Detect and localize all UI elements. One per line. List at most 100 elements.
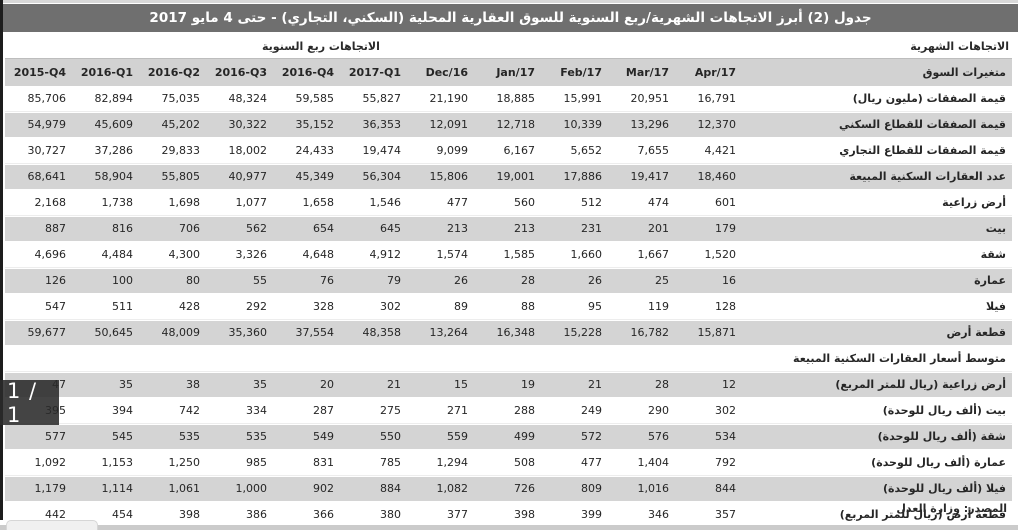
table-cell: 15,806: [407, 163, 474, 190]
table-cell: 88: [474, 294, 541, 320]
table-cell: 201: [608, 215, 675, 242]
table-cell: 1,585: [474, 242, 541, 268]
table-cell: 6,167: [474, 138, 541, 164]
table-cell: 15,228: [541, 319, 608, 346]
table-row: 887 816 706 562 654 645 213 213 231 201 179 بيت: [5, 215, 1012, 242]
table-cell: 12: [675, 371, 742, 398]
table-cell: 20: [273, 371, 340, 398]
top-border: [0, 0, 1018, 3]
row-label: قيمة الصفقات للقطاع التجاري: [742, 138, 1012, 164]
table-cell: 785: [340, 450, 407, 476]
table-cell: 1,667: [608, 242, 675, 268]
table-cell: 577: [5, 423, 72, 450]
table-cell: 55: [206, 267, 273, 294]
table-cell: 100: [72, 267, 139, 294]
table-cell: 1,520: [675, 242, 742, 268]
table-cell: 35,152: [273, 111, 340, 138]
table-cell: 16,791: [675, 86, 742, 112]
table-cell: 477: [407, 190, 474, 216]
table-cell: 654: [273, 215, 340, 242]
table-cell: 17,886: [541, 163, 608, 190]
table-row: 30,727 37,286 29,833 18,002 24,433 19,474 9,09…: [5, 138, 1012, 164]
table-cell: 1,179: [5, 475, 72, 502]
table-cell: 28: [474, 267, 541, 294]
table-cell: 328: [273, 294, 340, 320]
table-cell: 89: [407, 294, 474, 320]
table-cell: 79: [340, 267, 407, 294]
table-cell: 29,833: [139, 138, 206, 164]
table-cell: 16,782: [608, 319, 675, 346]
table-cell: 16,348: [474, 319, 541, 346]
table-cell: 831: [273, 450, 340, 476]
table-row: 126 100 80 55 76 79 26 28 26 25 16 عمارة: [5, 267, 1012, 294]
table-cell: 30,727: [5, 138, 72, 164]
table-cell: 985: [206, 450, 273, 476]
table-cell: 428: [139, 294, 206, 320]
table-cell: 12,370: [675, 111, 742, 138]
table-cell: 45,349: [273, 163, 340, 190]
table-cell: 55,805: [139, 163, 206, 190]
table-cell: 21,190: [407, 86, 474, 112]
table-cell: 1,153: [72, 450, 139, 476]
quarterly-trends-header: الاتجاهات ربع السنوية: [262, 40, 380, 53]
table-row: 54,979 45,609 45,202 30,322 35,152 36,353 12,0…: [5, 111, 1012, 138]
table-title: جدول (2) أبرز الاتجاهات الشهرية/ربع السن…: [3, 4, 1018, 32]
table-cell: 30,322: [206, 111, 273, 138]
page-indicator: 1 / 1: [0, 379, 59, 427]
table-cell: 85,706: [5, 86, 72, 112]
table-cell: 4,421: [675, 138, 742, 164]
table-cell: 48,358: [340, 319, 407, 346]
table-cell: 1,294: [407, 450, 474, 476]
table-row: 2,168 1,738 1,698 1,077 1,658 1,546 477 560 512 4…: [5, 190, 1012, 216]
table-cell: 1,092: [5, 450, 72, 476]
table-cell: 477: [541, 450, 608, 476]
table-cell: 18,885: [474, 86, 541, 112]
table-cell: 19,417: [608, 163, 675, 190]
horizontal-scrollbar-thumb[interactable]: [6, 520, 98, 530]
page-left-edge: [0, 0, 3, 520]
section-header-row: متوسط أسعار العقارات السكنية المبيعة: [5, 346, 1012, 372]
horizontal-scrollbar-track[interactable]: [0, 525, 1018, 530]
table-cell: 13,296: [608, 111, 675, 138]
table-cell: 37,286: [72, 138, 139, 164]
table-cell: 292: [206, 294, 273, 320]
table-cell: 21: [541, 371, 608, 398]
table-cell: 562: [206, 215, 273, 242]
table-cell: 601: [675, 190, 742, 216]
column-header: 2016-Q2: [139, 58, 206, 86]
table-cell: 1,077: [206, 190, 273, 216]
table-cell: 1,698: [139, 190, 206, 216]
table-cell: 179: [675, 215, 742, 242]
table-cell: 126: [5, 267, 72, 294]
table-cell: 10,339: [541, 111, 608, 138]
table-cell: 884: [340, 475, 407, 502]
monthly-trends-header: الاتجاهات الشهرية: [910, 40, 1009, 53]
table-cell: 7,655: [608, 138, 675, 164]
table-cell: 95: [541, 294, 608, 320]
row-label: قيمة الصفقات للقطاع السكني: [742, 111, 1012, 138]
table-cell: 4,300: [139, 242, 206, 268]
table-cell: 275: [340, 398, 407, 424]
row-label: شقة: [742, 242, 1012, 268]
table-cell: 37,554: [273, 319, 340, 346]
column-header: 2015-Q4: [5, 58, 72, 86]
table-cell: 399: [541, 502, 608, 528]
table-cell: 288: [474, 398, 541, 424]
table-cell: 249: [541, 398, 608, 424]
row-label: عمارة: [742, 267, 1012, 294]
table-cell: 1,660: [541, 242, 608, 268]
table-cell: 287: [273, 398, 340, 424]
source-note: المصدر: وزارة العدل: [896, 502, 1007, 515]
table-cell: 377: [407, 502, 474, 528]
table-cell: 15,871: [675, 319, 742, 346]
table-cell: 576: [608, 423, 675, 450]
table-cell: 1,016: [608, 475, 675, 502]
table-cell: 792: [675, 450, 742, 476]
table-cell: 549: [273, 423, 340, 450]
table-cell: 742: [139, 398, 206, 424]
row-label: بيت (ألف ريال للوحدة): [742, 398, 1012, 424]
column-header: Mar/17: [608, 58, 675, 86]
table-cell: 887: [5, 215, 72, 242]
table-cell: 35: [206, 371, 273, 398]
row-label: قطعة أرض: [742, 319, 1012, 346]
